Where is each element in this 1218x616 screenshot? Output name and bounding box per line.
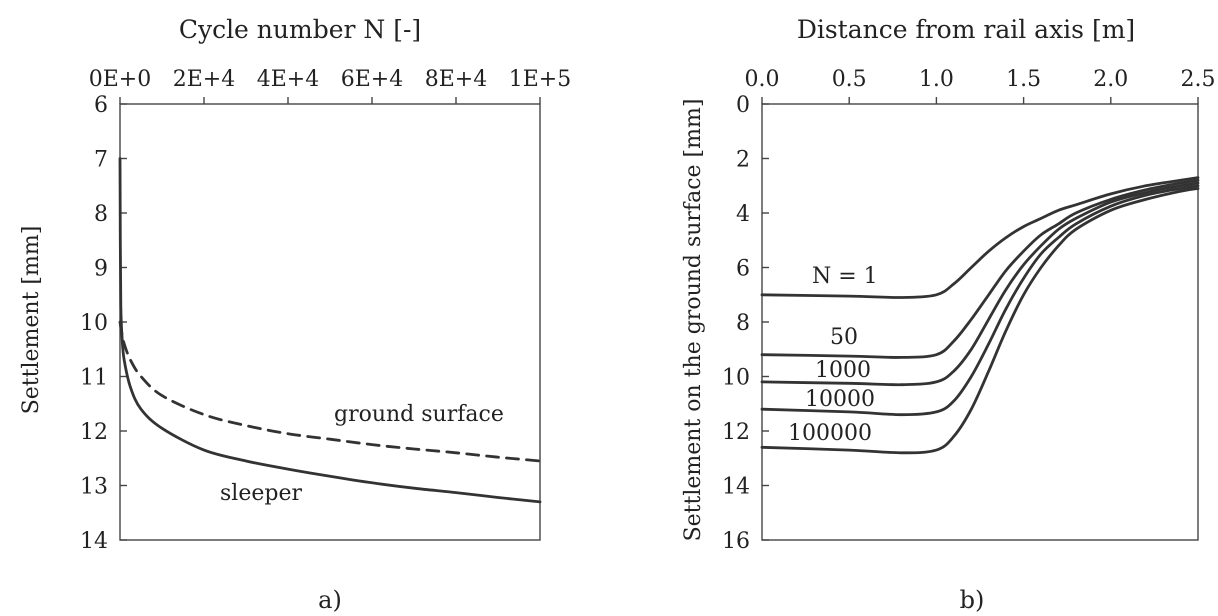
chart-b-xtick-label: 2.0 [1093, 67, 1128, 92]
chart-a: Cycle number N [-] Settlement [mm] 0E+0 2… [19, 15, 571, 614]
chart-b-ylabel: Settlement on the ground surface [mm] [681, 99, 706, 542]
chart-b-xtick-label: 0.5 [832, 67, 867, 92]
chart-b-ytick-label: 4 [736, 202, 750, 227]
curve-label-1000: 1000 [815, 358, 871, 383]
chart-a-ytick-label: 8 [94, 202, 108, 227]
chart-b-lines [760, 176, 1200, 455]
chart-a-ylabel: Settlement [mm] [19, 226, 44, 415]
chart-b: Distance from rail axis [m] Settlement o… [681, 15, 1216, 614]
chart-a-lines [118, 157, 542, 504]
chart-b-ytick-label: 2 [736, 148, 750, 173]
chart-a-series-sleeper [118, 157, 542, 504]
curve-label-10000: 10000 [805, 387, 875, 412]
chart-b-xlabel: Distance from rail axis [m] [797, 15, 1135, 44]
chart-b-ytick-label: 0 [736, 93, 750, 118]
chart-a-ytick-label: 12 [80, 420, 108, 445]
chart-b-xtick-label: 2.5 [1181, 67, 1216, 92]
chart-b-xtick-label: 1.0 [919, 67, 954, 92]
chart-a-ytick-label: 11 [80, 366, 108, 391]
chart-a-ytick-label: 6 [94, 93, 108, 118]
chart-b-ytick-label: 12 [722, 420, 750, 445]
chart-a-xlabel: Cycle number N [-] [179, 15, 421, 44]
chart-b-ytick-label: 8 [736, 311, 750, 336]
curve-label-100000: 100000 [788, 421, 872, 446]
chart-a-xtick-label: 4E+4 [257, 67, 320, 92]
chart-b-series-n-1 [760, 176, 1200, 299]
ground-surface-label: ground surface [334, 402, 504, 427]
curve-label-50: 50 [830, 325, 858, 350]
chart-a-plot-frame [119, 103, 541, 541]
chart-a-xtick-label: 8E+4 [425, 67, 488, 92]
chart-a-series-ground-surface [118, 320, 542, 463]
chart-b-xtick-label: 1.5 [1006, 67, 1041, 92]
panel-b-label: b) [960, 586, 985, 614]
panel-a-label: a) [318, 586, 342, 614]
chart-b-ytick-label: 16 [722, 529, 750, 554]
chart-a-ytick-label: 13 [80, 475, 108, 500]
chart-b-plot-frame [761, 103, 1199, 541]
chart-a-ticks: 0E+0 2E+4 4E+4 6E+4 8E+4 1E+5 6 7 8 9 10 11 12 13 14 [80, 67, 571, 554]
chart-b-series-10000 [760, 184, 1200, 417]
chart-b-series-50 [760, 178, 1200, 359]
chart-a-xtick-label: 6E+4 [341, 67, 404, 92]
chart-a-xtick-label: 0E+0 [89, 67, 152, 92]
chart-b-ticks: 0.0 0.5 1.0 1.5 2.0 2.5 0 2 4 6 8 10 12 14 16 [722, 67, 1216, 554]
chart-b-series-1000 [760, 181, 1200, 387]
chart-a-xtick-label: 2E+4 [173, 67, 236, 92]
chart-b-ytick-label: 6 [736, 257, 750, 282]
sleeper-label: sleeper [220, 481, 302, 506]
chart-b-ytick-label: 10 [722, 366, 750, 391]
curve-label-n1: N = 1 [812, 264, 878, 289]
chart-b-ytick-label: 14 [722, 475, 750, 500]
chart-a-ytick-label: 14 [80, 529, 108, 554]
chart-a-ytick-label: 7 [94, 148, 108, 173]
chart-a-xtick-label: 1E+5 [509, 67, 572, 92]
chart-a-ytick-label: 9 [94, 257, 108, 282]
chart-a-ytick-label: 10 [80, 311, 108, 336]
chart-b-series-100000 [760, 187, 1200, 455]
chart-b-xtick-label: 0.0 [745, 67, 780, 92]
